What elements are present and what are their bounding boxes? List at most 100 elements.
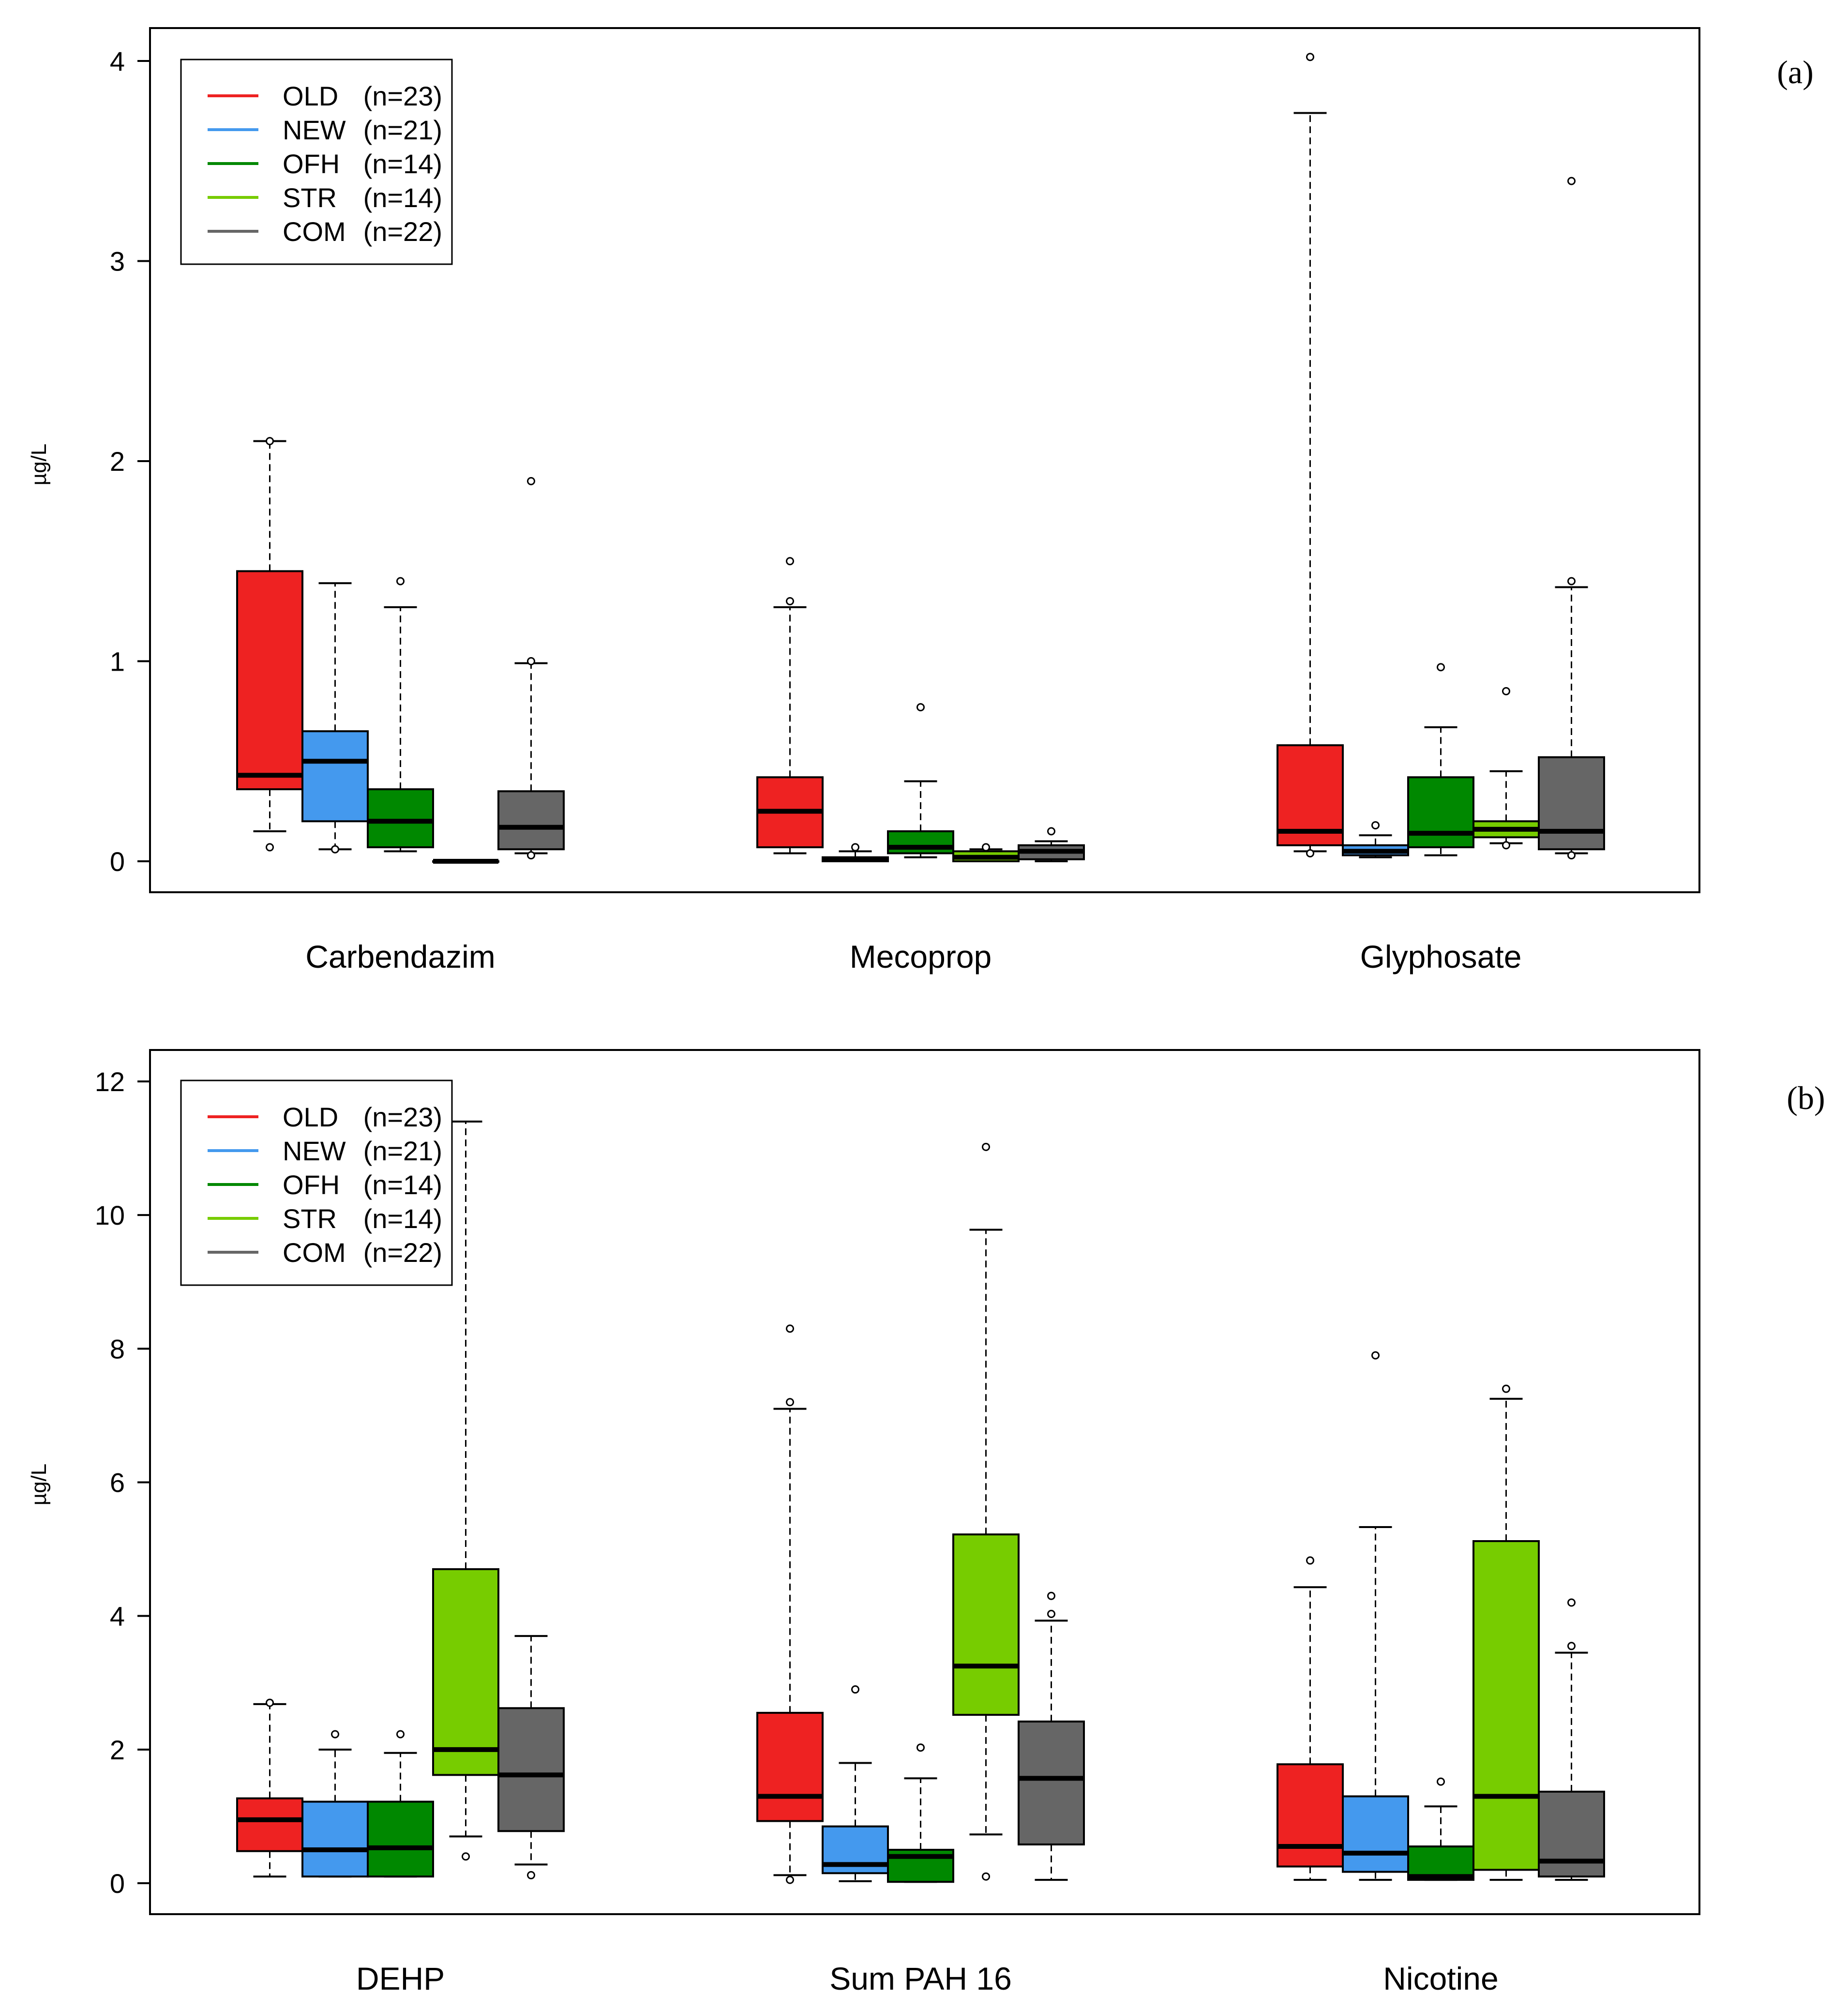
outlier-point <box>1306 1556 1314 1565</box>
outlier-point <box>786 597 794 605</box>
outlier-point <box>786 557 794 566</box>
box-iqr <box>1538 1790 1605 1878</box>
box-iqr <box>756 1711 824 1822</box>
outlier-point <box>1306 53 1314 61</box>
legend-label: NEW <box>283 1136 346 1166</box>
box-plots <box>236 1120 1605 1884</box>
y-axis-label: µg/L <box>27 444 51 486</box>
box-iqr <box>432 1568 499 1776</box>
outlier-point <box>266 843 274 852</box>
outlier-point <box>1047 1591 1055 1600</box>
outlier-point <box>1047 1610 1055 1619</box>
box-iqr <box>367 788 434 849</box>
legend-entry-str: STR (n=14) <box>208 182 442 213</box>
category-labels: Carbendazim Mecoprop Glyphosate <box>305 939 1521 975</box>
outlier-point <box>1047 827 1055 836</box>
box-iqr <box>1342 1795 1409 1873</box>
legend-count: (n=14) <box>363 1169 442 1200</box>
box-old <box>1277 53 1344 857</box>
y-tick-label: 0 <box>110 846 125 877</box>
legend-entry-ofh: OFH (n=14) <box>208 149 442 179</box>
legend-label: OLD <box>283 1102 338 1132</box>
outlier-point <box>527 657 535 665</box>
legend-entry-com: COM (n=22) <box>208 1237 442 1268</box>
outlier-point <box>1437 1777 1445 1786</box>
outlier-point <box>1567 1598 1576 1607</box>
box-com <box>1018 1591 1085 1881</box>
outlier-point <box>1502 841 1510 850</box>
category-label: Carbendazim <box>305 939 496 975</box>
outlier-point <box>1567 1642 1576 1650</box>
box-str <box>432 859 499 864</box>
box-new <box>822 843 889 862</box>
category-labels: DEHP Sum PAH 16 Nicotine <box>356 1961 1499 1996</box>
box-iqr <box>497 790 565 851</box>
outlier-point <box>462 1852 470 1861</box>
legend-entry-com: COM (n=22) <box>208 216 442 247</box>
outlier-point <box>527 1871 535 1879</box>
box-iqr <box>497 1707 565 1832</box>
box-str <box>952 843 1020 862</box>
legend-entry-old: OLD (n=23) <box>208 1102 442 1132</box>
outlier-point <box>982 1872 990 1881</box>
box-old <box>756 1324 824 1884</box>
box-ofh <box>1407 663 1474 856</box>
panel-b: µg/L (b) 0 2 4 6 8 10 12 DEHP Sum PAH 16 Nicotin… <box>27 1049 1825 1996</box>
legend-count: (n=14) <box>363 149 442 179</box>
legend-count: (n=21) <box>363 1136 442 1166</box>
outlier-point <box>1371 821 1380 830</box>
box-old <box>1277 1556 1344 1881</box>
box-iqr <box>1407 776 1474 849</box>
outlier-point <box>916 703 925 712</box>
outlier-point <box>851 1685 859 1694</box>
outlier-point <box>1567 177 1576 185</box>
category-label: Sum PAH 16 <box>829 1961 1012 1996</box>
legend-count: (n=14) <box>363 1203 442 1234</box>
legend-label: COM <box>283 1237 346 1268</box>
box-ofh <box>887 1743 954 1883</box>
outlier-point <box>266 1698 274 1707</box>
category-label: Mecoprop <box>850 939 992 975</box>
legend-count: (n=14) <box>363 182 442 213</box>
y-tick-label: 1 <box>110 646 125 677</box>
legend-entry-new: NEW (n=21) <box>208 115 442 145</box>
outlier-point <box>1567 577 1576 585</box>
legend: OLD (n=23) NEW (n=21) OFH (n=14) STR (n=14) COM (… <box>180 59 453 265</box>
panel-label: (a) <box>1777 54 1813 90</box>
legend-entry-ofh: OFH (n=14) <box>208 1169 442 1200</box>
y-tick-label: 8 <box>110 1334 125 1364</box>
box-com <box>497 1635 565 1879</box>
box-str <box>952 1142 1020 1881</box>
outlier-point <box>396 1730 405 1739</box>
box-old <box>236 1698 303 1878</box>
y-axis: 0 1 2 3 4 <box>110 46 151 877</box>
box-iqr <box>236 570 303 791</box>
outlier-point <box>331 1730 339 1739</box>
category-label: Nicotine <box>1383 1961 1498 1996</box>
box-str <box>1472 1384 1540 1881</box>
box-com <box>1018 827 1085 862</box>
y-tick-label: 4 <box>110 1601 125 1632</box>
panel-label: (b) <box>1787 1079 1825 1116</box>
box-new <box>1342 821 1409 858</box>
y-tick-label: 2 <box>110 1735 125 1765</box>
box-iqr <box>301 1800 369 1878</box>
legend-count: (n=22) <box>363 1237 442 1268</box>
y-tick-label: 4 <box>110 46 125 76</box>
outlier-point <box>266 437 274 446</box>
box-iqr <box>301 730 369 823</box>
box-iqr <box>952 1533 1020 1716</box>
panel-a: µg/L (a) 0 1 2 3 4 Carbendazim Mecoprop Glypho… <box>27 27 1814 975</box>
outlier-point <box>1502 1384 1510 1393</box>
box-com <box>497 477 565 860</box>
box-new <box>1342 1351 1409 1881</box>
box-com <box>1538 1598 1605 1881</box>
legend-count: (n=21) <box>363 115 442 145</box>
category-label: DEHP <box>356 1961 445 1996</box>
legend-count: (n=23) <box>363 81 442 111</box>
outlier-point <box>1567 851 1576 860</box>
legend-label: STR <box>283 1203 337 1234</box>
box-ofh <box>367 577 434 853</box>
box-str <box>432 1120 499 1861</box>
legend: OLD (n=23) NEW (n=21) OFH (n=14) STR (n=14) COM (… <box>180 1079 453 1286</box>
